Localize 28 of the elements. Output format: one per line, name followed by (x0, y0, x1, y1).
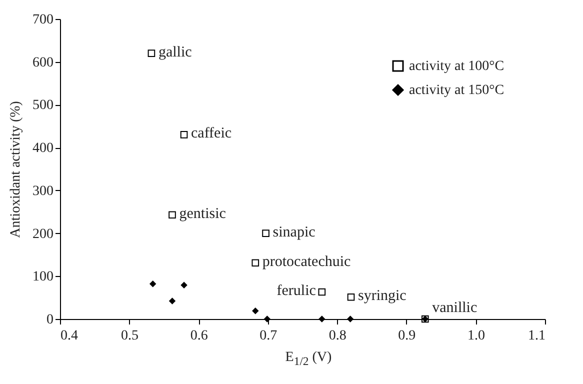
x-tick-label: 0.8 (328, 328, 346, 344)
y-tick-label: 100 (32, 270, 54, 285)
x-tick-label: 0.6 (190, 328, 208, 344)
x-tick-label: 0.7 (260, 328, 278, 344)
y-tick-label: 0 (46, 312, 54, 328)
x-tick-label: 0.9 (398, 328, 416, 344)
legend-label: activity at 100°C (409, 59, 504, 74)
y-tick-label: 400 (32, 141, 54, 156)
x-tick-label: 1.0 (467, 328, 485, 344)
annotation: syringic (358, 288, 407, 304)
annotation: gallic (158, 44, 192, 60)
y-tick-label: 200 (32, 226, 54, 242)
x-tick-label: 0.4 (60, 328, 78, 344)
x-tick-label: 0.5 (121, 328, 139, 344)
y-tick-label: 700 (32, 12, 54, 28)
annotation: vanillic (432, 300, 478, 316)
y-tick-label: 500 (32, 98, 54, 114)
annotation: gentisic (179, 206, 226, 222)
x-axis-title: E$_{1/2}$ (V) (284, 350, 333, 368)
y-tick-label: 600 (32, 55, 54, 70)
legend-label: activity at 150°C (409, 83, 504, 98)
x-tick-label: 1.1 (528, 328, 546, 344)
annotation: caffeic (191, 126, 232, 142)
y-axis-title: Antioxidant activity (%) (8, 100, 24, 238)
annotation: ferulic (276, 283, 316, 299)
annotation: protocatechuic (262, 254, 352, 270)
annotation: sinapic (272, 224, 316, 240)
y-tick-label: 300 (32, 184, 54, 199)
